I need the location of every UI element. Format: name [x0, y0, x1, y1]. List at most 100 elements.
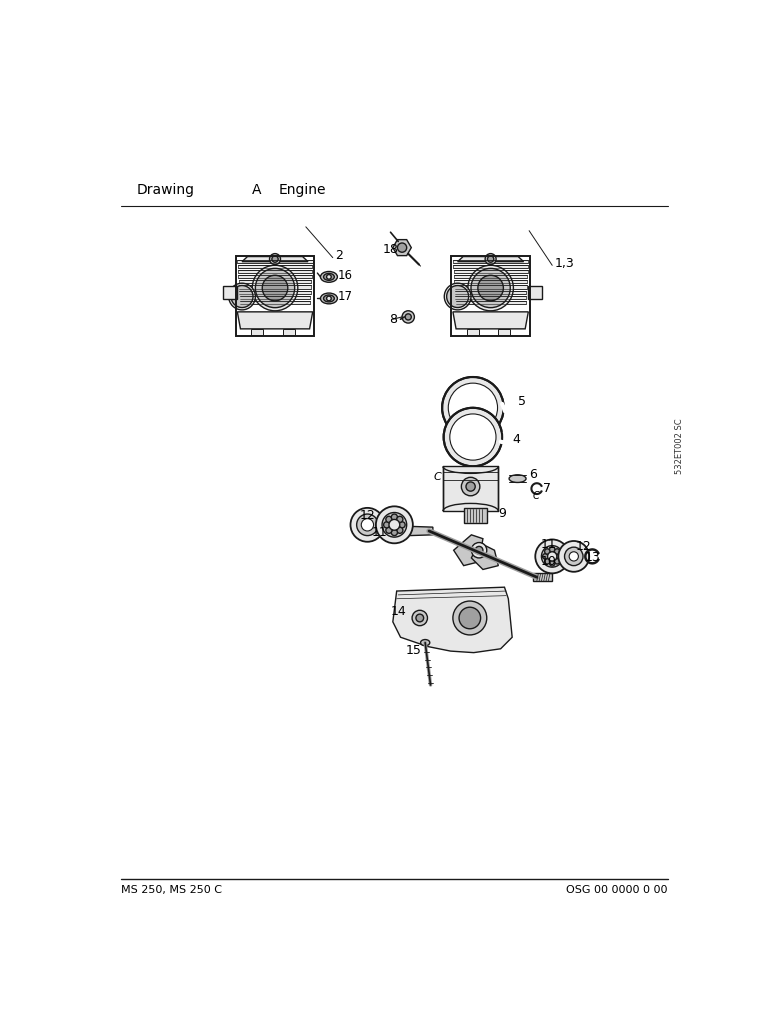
Text: 532ET002 SC: 532ET002 SC	[675, 419, 684, 474]
Circle shape	[416, 614, 424, 622]
Circle shape	[386, 527, 392, 534]
Circle shape	[548, 552, 557, 561]
Text: 11: 11	[371, 526, 387, 539]
Polygon shape	[455, 286, 527, 289]
Circle shape	[488, 256, 494, 262]
Circle shape	[252, 265, 298, 311]
Circle shape	[543, 554, 548, 559]
Circle shape	[256, 268, 295, 307]
Polygon shape	[242, 257, 308, 262]
Circle shape	[550, 560, 555, 566]
Text: 12: 12	[575, 540, 591, 553]
Text: C: C	[532, 490, 539, 501]
Ellipse shape	[509, 475, 526, 482]
Polygon shape	[454, 270, 528, 273]
Polygon shape	[238, 270, 312, 273]
Polygon shape	[443, 467, 498, 511]
Polygon shape	[251, 329, 263, 335]
Polygon shape	[283, 329, 295, 335]
Bar	[464, 508, 487, 523]
Polygon shape	[392, 587, 512, 652]
Circle shape	[485, 254, 496, 264]
Polygon shape	[458, 257, 524, 262]
Circle shape	[554, 559, 560, 564]
Circle shape	[444, 284, 471, 310]
Circle shape	[475, 547, 483, 554]
Text: 18: 18	[382, 244, 399, 256]
Polygon shape	[454, 275, 528, 279]
Circle shape	[557, 554, 562, 559]
Polygon shape	[453, 312, 528, 329]
Polygon shape	[240, 291, 311, 294]
Circle shape	[450, 414, 496, 460]
Polygon shape	[533, 573, 552, 581]
Circle shape	[397, 527, 403, 534]
Ellipse shape	[421, 640, 430, 646]
Polygon shape	[238, 275, 312, 279]
Ellipse shape	[320, 293, 337, 304]
Circle shape	[564, 547, 583, 565]
Circle shape	[231, 286, 253, 307]
Polygon shape	[240, 301, 310, 304]
Circle shape	[376, 506, 413, 544]
Text: 8: 8	[389, 312, 397, 326]
Circle shape	[541, 546, 563, 567]
Polygon shape	[410, 526, 433, 536]
Text: 1,3: 1,3	[554, 257, 574, 270]
Text: MS 250, MS 250 C: MS 250, MS 250 C	[121, 885, 222, 895]
Circle shape	[554, 549, 560, 554]
Circle shape	[262, 275, 288, 301]
Circle shape	[361, 519, 373, 531]
Polygon shape	[237, 312, 313, 329]
Circle shape	[402, 310, 415, 324]
Circle shape	[442, 377, 504, 438]
Text: 11: 11	[541, 539, 557, 551]
Polygon shape	[472, 543, 498, 569]
Circle shape	[558, 541, 589, 571]
Circle shape	[545, 559, 550, 564]
Text: 4: 4	[512, 433, 520, 445]
Circle shape	[462, 477, 480, 496]
Circle shape	[569, 552, 578, 561]
Circle shape	[478, 275, 503, 301]
Polygon shape	[498, 329, 510, 335]
Polygon shape	[453, 265, 528, 268]
Polygon shape	[467, 329, 478, 335]
Text: 5: 5	[518, 395, 525, 409]
Polygon shape	[454, 535, 483, 565]
Text: 16: 16	[338, 269, 353, 282]
Circle shape	[459, 607, 481, 629]
Polygon shape	[455, 291, 526, 294]
Ellipse shape	[323, 273, 334, 281]
Circle shape	[382, 512, 407, 538]
Bar	[528, 286, 542, 299]
Circle shape	[535, 540, 569, 573]
Text: A: A	[252, 183, 261, 198]
Ellipse shape	[323, 295, 334, 302]
Circle shape	[466, 482, 475, 492]
Polygon shape	[455, 301, 526, 304]
Circle shape	[449, 383, 498, 432]
Circle shape	[398, 243, 407, 252]
Circle shape	[447, 286, 468, 307]
Text: 12: 12	[359, 509, 376, 522]
Circle shape	[389, 519, 400, 530]
Polygon shape	[237, 260, 313, 263]
Ellipse shape	[326, 274, 331, 280]
Circle shape	[397, 516, 403, 522]
Text: 13: 13	[584, 552, 601, 564]
Text: 9: 9	[498, 507, 506, 520]
Text: 10: 10	[541, 555, 557, 568]
Text: Drawing: Drawing	[137, 183, 194, 198]
Text: 14: 14	[390, 605, 406, 618]
Text: 17: 17	[338, 291, 353, 303]
Circle shape	[383, 522, 389, 528]
Bar	[223, 286, 237, 299]
Circle shape	[356, 514, 378, 536]
Circle shape	[229, 284, 256, 310]
Circle shape	[270, 254, 280, 264]
Polygon shape	[455, 296, 526, 299]
Circle shape	[406, 313, 412, 319]
Text: 7: 7	[543, 482, 551, 496]
Polygon shape	[239, 286, 311, 289]
